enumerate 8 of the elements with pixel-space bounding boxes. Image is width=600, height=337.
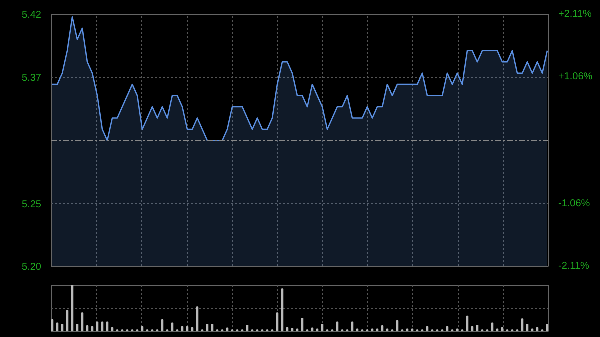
y-tick-label: 5.42 [22,10,42,21]
y2-tick-label: +2.11% [558,9,592,20]
y2-tick-label: -1.06% [558,198,590,210]
y2-tick-label: +1.06% [558,72,593,83]
y-tick-label: 5.25 [22,199,42,210]
y-tick-label: 5.20 [22,262,42,273]
y-tick-label: 5.37 [22,73,42,84]
y2-tick-label: -2.11% [558,261,590,272]
